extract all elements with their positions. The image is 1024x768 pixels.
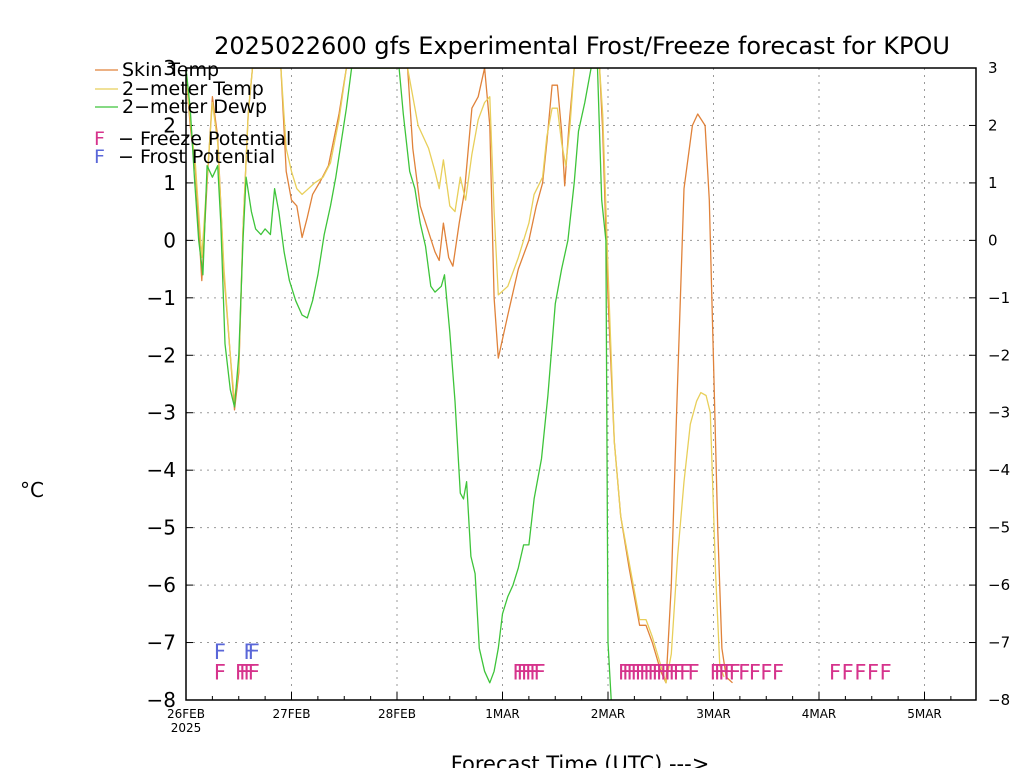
x-tick-label: 2MAR	[591, 707, 626, 721]
freeze-marker: F	[679, 660, 691, 684]
y-tick-label-right: −1	[988, 289, 1010, 307]
y-tick-label: 2	[163, 113, 176, 137]
frost-marker: F	[248, 640, 260, 664]
x-tick-label: 28FEB	[378, 707, 416, 721]
freeze-marker: F	[618, 660, 630, 684]
y-tick-label: −7	[147, 631, 176, 655]
freeze-marker: F	[760, 660, 772, 684]
y-tick-label-right: −4	[988, 461, 1010, 479]
x-axis-label: Forecast Time (UTC) --->	[451, 752, 710, 768]
freeze-marker: F	[660, 660, 672, 684]
freeze-marker: F	[880, 660, 892, 684]
y-tick-label: −3	[147, 401, 176, 425]
y-tick-label-right: −6	[988, 576, 1010, 594]
series-lines	[186, 68, 733, 700]
series-line-2-meter-temp	[186, 68, 725, 684]
freeze-marker: F	[622, 660, 634, 684]
freeze-marker: F	[729, 660, 741, 684]
freeze-marker: F	[248, 660, 260, 684]
freeze-marker: F	[643, 660, 655, 684]
freeze-marker: F	[669, 660, 681, 684]
x-tick-label: 1MAR	[485, 707, 520, 721]
y-axis-label: °C	[20, 478, 44, 502]
legend-label-freeze: − Freeze Potential	[118, 128, 291, 150]
x-tick-sublabel: 2025	[171, 721, 202, 735]
freeze-marker: F	[639, 660, 651, 684]
freeze-marker: F	[714, 660, 726, 684]
y-tick-label: −5	[147, 516, 176, 540]
freeze-marker: F	[854, 660, 866, 684]
y-tick-label: 3	[163, 56, 176, 80]
freeze-marker: F	[529, 660, 541, 684]
freeze-marker: F	[710, 660, 722, 684]
legend-glyph-frost: F	[94, 146, 105, 168]
freeze-marker: F	[842, 660, 854, 684]
legend-label-frost: − Frost Potential	[118, 146, 275, 168]
freeze-marker: F	[673, 660, 685, 684]
chart-title: 2025022600 gfs Experimental Frost/Freeze…	[214, 32, 950, 60]
freeze-marker: F	[521, 660, 533, 684]
freeze-marker: F	[235, 660, 247, 684]
freeze-marker: F	[525, 660, 537, 684]
y-tick-label-right: −2	[988, 346, 1010, 364]
y-tick-label: 1	[163, 171, 176, 195]
grid-lines	[186, 68, 976, 700]
x-tick-label: 3MAR	[696, 707, 731, 721]
freeze-marker: F	[724, 660, 736, 684]
freeze-marker: F	[239, 660, 251, 684]
plot-frame	[185, 67, 977, 701]
x-tick-label: 26FEB	[167, 707, 205, 721]
freeze-marker: F	[656, 660, 668, 684]
freeze-marker: F	[829, 660, 841, 684]
legend-label-t2m: 2−meter Temp	[122, 78, 264, 100]
y-axis-right: 3 2 1 0 −1 −2 −3 −4 −5 −6 −7 −8	[969, 59, 1010, 709]
freeze-marker: F	[243, 660, 255, 684]
freeze-marker: F	[517, 660, 529, 684]
freeze-marker: F	[688, 660, 700, 684]
freeze-marker: F	[534, 660, 546, 684]
y-tick-label-right: −7	[988, 634, 1010, 652]
freeze-marker: F	[648, 660, 660, 684]
legend-glyph-freeze: F	[94, 128, 105, 150]
freeze-marker: F	[626, 660, 638, 684]
y-tick-label-right: 0	[988, 231, 998, 249]
series-line-2-meter-dewp	[186, 68, 612, 700]
freeze-marker: F	[631, 660, 643, 684]
frost-marker: F	[243, 640, 255, 664]
y-tick-label: −8	[147, 688, 176, 712]
legend-label-d2m: 2−meter Dewp	[122, 96, 267, 118]
y-tick-label-right: 1	[988, 174, 998, 192]
frost-marker: F	[214, 640, 226, 664]
y-axis-left: 3 2 1 0 −1 −2 −3 −4 −5 −6 −7 −8	[147, 56, 193, 712]
freeze-marker: F	[635, 660, 647, 684]
freeze-marker: F	[652, 660, 664, 684]
freeze-marker: F	[664, 660, 676, 684]
x-tick-label: 4MAR	[802, 707, 837, 721]
freeze-marker: F	[738, 660, 750, 684]
x-tick-label: 5MAR	[907, 707, 942, 721]
y-tick-label: −4	[147, 458, 176, 482]
freeze-marker: F	[867, 660, 879, 684]
y-tick-label: −6	[147, 573, 176, 597]
freeze-marker: F	[214, 660, 226, 684]
y-tick-label: −1	[147, 286, 176, 310]
y-tick-label: −2	[147, 343, 176, 367]
x-tick-label: 27FEB	[273, 707, 311, 721]
legend-label-skin: Skin Temp	[122, 59, 219, 81]
y-tick-label: 0	[163, 228, 176, 252]
freeze-marker: F	[718, 660, 730, 684]
y-tick-label-right: 2	[988, 116, 998, 134]
y-tick-label-right: −8	[988, 691, 1010, 709]
freeze-marker: F	[749, 660, 761, 684]
y-tick-label-right: −5	[988, 519, 1010, 537]
y-tick-label-right: 3	[988, 59, 998, 77]
y-tick-label-right: −3	[988, 404, 1010, 422]
freeze-marker: F	[513, 660, 525, 684]
freeze-marker: F	[772, 660, 784, 684]
